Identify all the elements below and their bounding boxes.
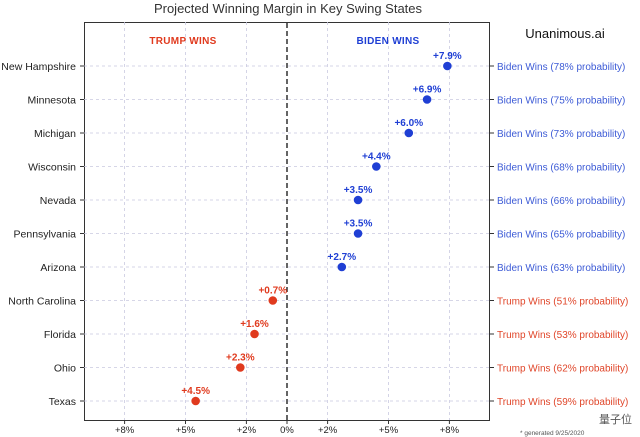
margin-value-label: +1.6% (240, 319, 269, 330)
state-name-label: Wisconsin (28, 162, 76, 174)
outcome-label: Biden Wins (66% probability) (497, 196, 625, 207)
x-tick-label: +5% (176, 425, 196, 436)
margin-point (250, 329, 259, 339)
state-rows: New Hampshire +7.9% Biden Wins (78% probab… (1, 51, 628, 408)
grid-layer (84, 22, 490, 420)
outcome-label: Biden Wins (68% probability) (497, 163, 625, 174)
trump-wins-header: TRUMP WINS (149, 36, 216, 47)
margin-value-label: +2.7% (327, 252, 356, 263)
margin-point (443, 61, 452, 71)
x-ticks: +8% +5% +2% 0% +2% +5% +8% (115, 420, 460, 436)
margin-value-label: +3.5% (344, 219, 373, 230)
margin-point (372, 162, 381, 171)
margin-value-label: +3.5% (344, 185, 373, 196)
x-tick-label: +2% (237, 425, 257, 436)
margin-point (268, 296, 278, 305)
margin-point (191, 396, 200, 406)
state-name-label: Texas (49, 396, 76, 408)
brand-label: Unanimous.ai (525, 26, 605, 41)
outcome-label: Biden Wins (75% probability) (497, 96, 625, 107)
margin-value-label: +4.5% (181, 386, 210, 397)
outcome-label: Trump Wins (51% probability) (497, 297, 628, 308)
state-name-label: Pennsylvania (14, 229, 77, 241)
state-name-label: Nevada (40, 195, 76, 207)
margin-value-label: +6.0% (394, 118, 423, 129)
outcome-label: Biden Wins (73% probability) (497, 129, 625, 140)
outcome-label: Biden Wins (78% probability) (497, 62, 625, 73)
margin-value-label: +2.3% (226, 353, 255, 364)
state-name-label: Michigan (34, 128, 76, 140)
margin-value-label: +7.9% (433, 51, 462, 62)
outcome-label: Trump Wins (59% probability) (497, 397, 628, 408)
state-name-label: Ohio (54, 363, 76, 375)
state-name-label: Arizona (40, 262, 76, 274)
state-name-label: New Hampshire (1, 61, 76, 73)
chart-title: Projected Winning Margin in Key Swing St… (154, 1, 423, 16)
outcome-label: Biden Wins (65% probability) (497, 230, 625, 241)
x-tick-label: 0% (280, 425, 294, 436)
margin-point (404, 128, 414, 138)
outcome-label: Biden Wins (63% probability) (497, 263, 625, 274)
margin-point (353, 229, 363, 238)
margin-point (422, 95, 432, 104)
x-tick-label: +5% (379, 425, 399, 436)
watermark: 量子位 (599, 413, 632, 426)
margin-value-label: +6.9% (413, 85, 442, 96)
outcome-label: Trump Wins (62% probability) (497, 364, 628, 375)
outcome-label: Trump Wins (53% probability) (497, 330, 628, 341)
margin-value-label: +4.4% (362, 152, 391, 163)
state-name-label: Florida (44, 329, 76, 341)
state-name-label: Minnesota (28, 95, 77, 107)
x-tick-label: +8% (115, 425, 135, 436)
margin-value-label: +0.7% (258, 286, 287, 297)
biden-wins-header: BIDEN WINS (357, 36, 420, 47)
margin-point (236, 363, 245, 372)
margin-point (353, 195, 363, 205)
state-name-label: North Carolina (8, 296, 76, 308)
margin-point (337, 262, 347, 272)
footnote: * generated 9/25/2020 (520, 430, 585, 437)
x-tick-label: +8% (440, 425, 460, 436)
x-tick-label: +2% (318, 425, 338, 436)
